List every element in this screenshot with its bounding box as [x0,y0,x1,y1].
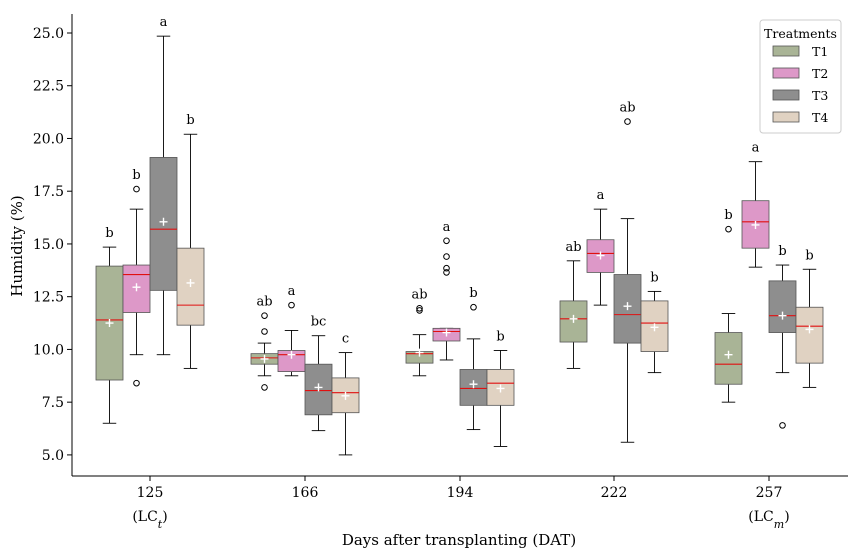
mean-marker [415,348,424,357]
significance-letter: ab [565,240,581,255]
significance-letter: b [496,329,504,344]
significance-letter: b [805,248,813,263]
legend-swatch-T3 [772,89,800,101]
legend-entry-label: T3 [812,88,828,103]
y-tick-label: 10.0 [33,342,64,358]
x-tick-sublabel: (LCm) [748,509,789,531]
x-tick-label: 257 [756,485,783,501]
legend-entry-label: T4 [812,110,828,125]
significance-letter: a [752,141,760,156]
x-tick-label: 166 [292,485,319,501]
x-tick-label: 194 [447,485,474,501]
y-tick-label: 22.5 [33,79,64,95]
x-tick-label: 222 [601,485,628,501]
legend-swatch-T4 [772,111,800,123]
mean-marker [186,278,195,287]
significance-letter: a [288,284,296,299]
mean-marker [132,283,141,292]
mean-marker [569,314,578,323]
outlier-point [288,301,295,309]
mean-marker [442,328,451,337]
significance-letter: ab [411,287,427,302]
outlier-point [261,328,268,335]
significance-letter: b [132,168,140,183]
significance-letter: a [160,15,168,30]
mean-marker [596,251,605,260]
legend-swatch-T1 [772,45,800,57]
outlier-point [261,312,268,319]
box-T3 [768,280,797,333]
significance-letter: b [650,270,658,285]
mean-marker [724,350,733,359]
outlier-point [416,307,423,314]
mean-marker [287,350,296,359]
outlier-point [416,304,423,312]
significance-letter: b [105,226,113,241]
outlier-point [133,185,140,193]
significance-letter: b [778,244,786,259]
legend-entry-label: T2 [812,66,828,81]
box-T4 [795,306,824,364]
outlier-point [779,422,786,429]
y-tick-label: 25.0 [33,26,64,42]
mean-marker [105,319,114,328]
y-tick-label: 12.5 [33,290,64,306]
mean-marker [469,380,478,389]
outlier-point [470,303,477,311]
mean-marker [341,391,350,400]
mean-marker [496,384,505,393]
y-tick-label: 7.5 [42,395,64,411]
y-tick-label: 20.0 [33,131,64,147]
mean-marker [650,323,659,332]
x-tick-sublabel: (LCt) [132,509,167,531]
significance-letter: b [469,286,477,301]
outlier-point [443,237,450,245]
outlier-point [624,118,631,125]
mean-marker [778,311,787,320]
legend: Treatments T1 T2 T3 T4 [759,19,842,134]
mean-marker [751,220,760,229]
plot-area: 5.0 7.5 10.0 12.5 15.0 17.5 20.0 22.5 25.0 125 (LC… [33,14,848,531]
mean-marker [159,217,168,226]
mean-marker [314,383,323,392]
legend-swatch-T2 [772,67,800,79]
outlier-point [261,384,268,391]
significance-letter: a [443,220,451,235]
outlier-point [133,379,140,387]
outlier-point [725,225,732,233]
mean-marker [623,302,632,311]
significance-letter: a [597,188,605,203]
significance-letter: b [724,208,732,223]
outlier-point [443,264,450,272]
box-T2 [277,350,306,372]
outlier-point [443,269,450,276]
legend-title: Treatments [764,26,837,41]
mean-marker [260,354,269,363]
mean-marker [805,325,814,334]
outlier-point [443,253,450,260]
y-tick-label: 5.0 [42,448,64,464]
y-tick-label: 15.0 [33,237,64,253]
y-axis-label: Humidity (%) [8,195,26,296]
significance-letter: b [186,113,194,128]
significance-letter: ab [256,295,272,310]
significance-letter: ab [619,101,635,116]
significance-letter: bc [311,315,327,330]
y-tick-label: 17.5 [33,184,64,200]
legend-entry-label: T1 [812,44,828,59]
significance-letter: c [342,332,349,347]
x-tick-label: 125 [137,485,164,501]
x-axis-label: Days after transplanting (DAT) [342,531,576,549]
